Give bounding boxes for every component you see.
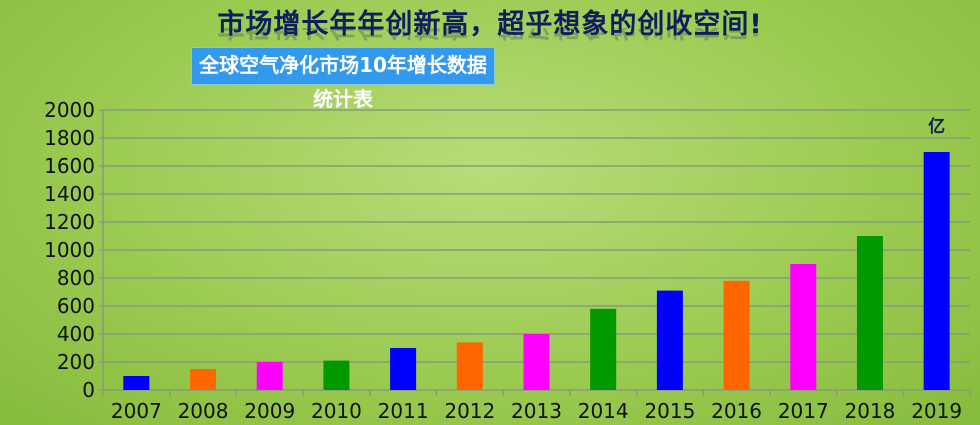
bar-2010 — [323, 360, 350, 390]
x-tick-label: 2018 — [845, 399, 896, 423]
bar-2014 — [590, 308, 617, 390]
x-tick-label: 2010 — [311, 399, 362, 423]
bar-2011 — [390, 348, 417, 390]
y-tick-label: 1200 — [44, 210, 95, 234]
y-tick-label: 1400 — [44, 182, 95, 206]
bar-2016 — [723, 280, 750, 390]
y-tick-label: 1800 — [44, 126, 95, 150]
unit-label: 亿 — [928, 116, 945, 137]
x-tick-label: 2014 — [578, 399, 629, 423]
bar-2008 — [190, 369, 217, 390]
y-tick-label: 0 — [82, 378, 95, 402]
x-tick-label: 2019 — [911, 399, 962, 423]
bar-2012 — [456, 342, 483, 390]
bar-2007 — [123, 376, 150, 390]
y-tick-label: 1600 — [44, 154, 95, 178]
bar-2015 — [656, 290, 683, 390]
x-tick-label: 2015 — [644, 399, 695, 423]
x-tick-label: 2009 — [244, 399, 295, 423]
bar-2013 — [523, 334, 550, 390]
y-tick-label: 1000 — [44, 238, 95, 262]
x-tick-label: 2016 — [711, 399, 762, 423]
bar-2019 — [923, 152, 950, 390]
bar-2017 — [790, 264, 817, 390]
y-tick-label: 800 — [57, 266, 95, 290]
bar-2018 — [856, 236, 883, 390]
y-tick-label: 400 — [57, 322, 95, 346]
x-tick-label: 2007 — [111, 399, 162, 423]
bar-2009 — [256, 362, 283, 390]
y-tick-label: 200 — [57, 350, 95, 374]
x-tick-label: 2012 — [444, 399, 495, 423]
x-tick-label: 2013 — [511, 399, 562, 423]
chart-subtitle: 全球空气净化市场10年增长数据统计表 — [191, 47, 495, 111]
x-tick-label: 2011 — [378, 399, 429, 423]
x-tick-label: 2017 — [778, 399, 829, 423]
y-tick-label: 600 — [57, 294, 95, 318]
y-tick-label: 2000 — [44, 98, 95, 122]
page-title: 市场增长年年创新高，超乎想象的创收空间! — [217, 9, 763, 40]
x-tick-label: 2008 — [178, 399, 229, 423]
